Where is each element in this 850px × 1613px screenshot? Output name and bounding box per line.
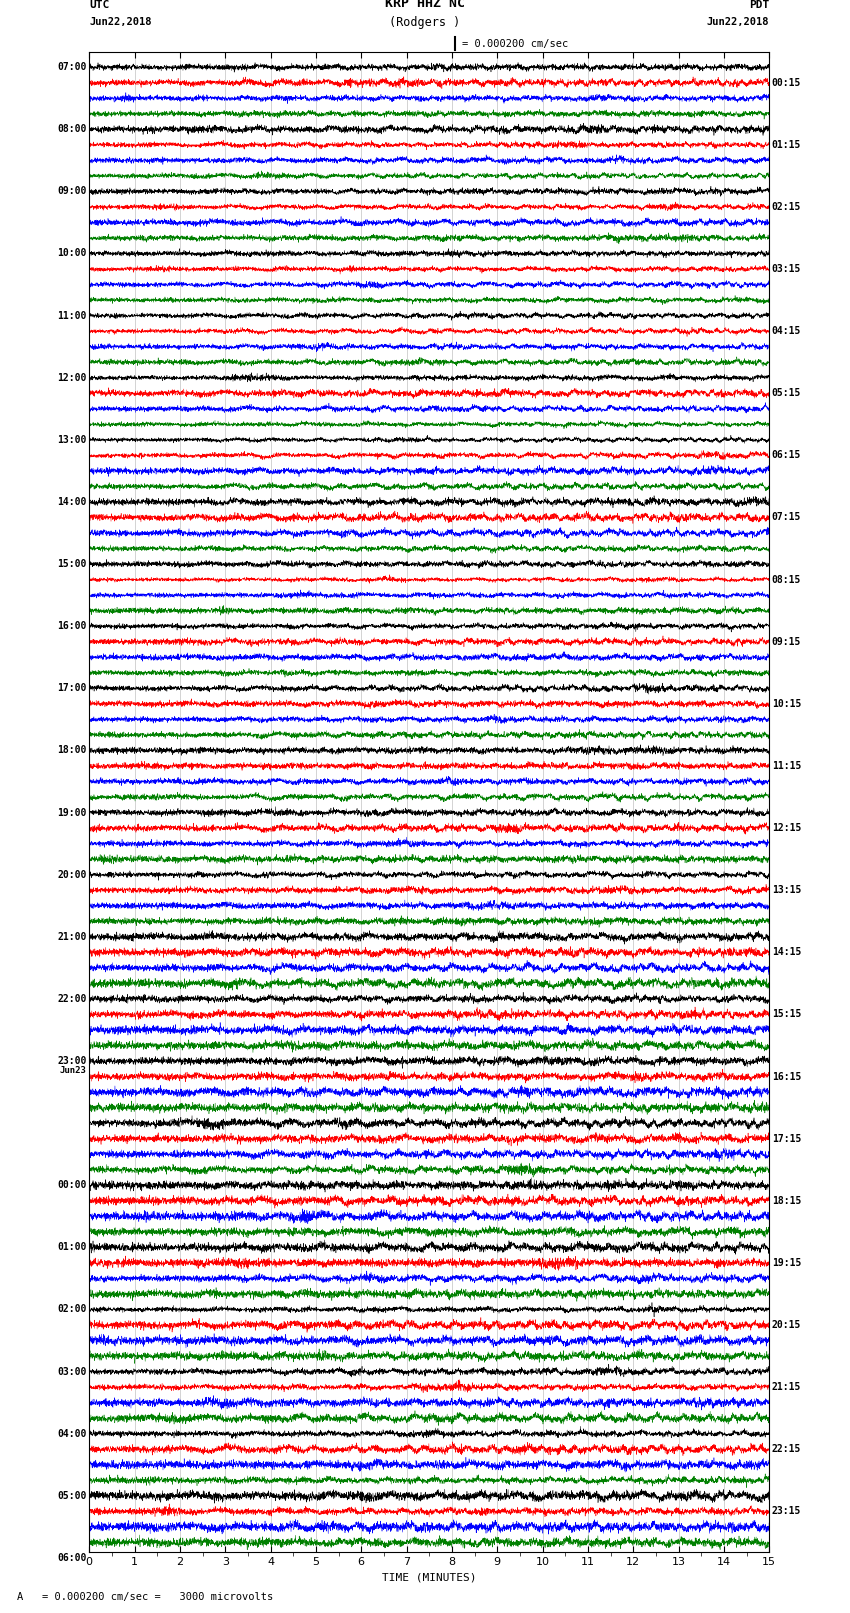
Text: 02:15: 02:15	[772, 202, 802, 211]
Text: 06:15: 06:15	[772, 450, 802, 460]
Text: 15:15: 15:15	[772, 1010, 802, 1019]
Text: 01:15: 01:15	[772, 140, 802, 150]
Text: Jun22,2018: Jun22,2018	[706, 18, 769, 27]
Text: 08:15: 08:15	[772, 574, 802, 584]
Text: 13:00: 13:00	[57, 436, 87, 445]
Text: 22:00: 22:00	[57, 994, 87, 1003]
Text: 03:00: 03:00	[57, 1366, 87, 1376]
Text: UTC: UTC	[89, 0, 110, 10]
Text: 19:15: 19:15	[772, 1258, 802, 1268]
Text: 06:00: 06:00	[57, 1553, 87, 1563]
Text: 04:00: 04:00	[57, 1429, 87, 1439]
Text: 04:15: 04:15	[772, 326, 802, 336]
Text: 23:00: 23:00	[57, 1057, 87, 1066]
Text: 22:15: 22:15	[772, 1444, 802, 1455]
Text: 16:15: 16:15	[772, 1071, 802, 1082]
Text: Jun22,2018: Jun22,2018	[89, 18, 152, 27]
Text: 07:00: 07:00	[57, 63, 87, 73]
X-axis label: TIME (MINUTES): TIME (MINUTES)	[382, 1573, 477, 1582]
Text: 10:00: 10:00	[57, 248, 87, 258]
Text: 17:00: 17:00	[57, 684, 87, 694]
Text: 09:15: 09:15	[772, 637, 802, 647]
Text: 19:00: 19:00	[57, 808, 87, 818]
Text: 05:00: 05:00	[57, 1490, 87, 1500]
Text: 05:15: 05:15	[772, 389, 802, 398]
Text: 02:00: 02:00	[57, 1305, 87, 1315]
Text: 23:15: 23:15	[772, 1507, 802, 1516]
Text: KRP HHZ NC: KRP HHZ NC	[385, 0, 465, 10]
Text: (Rodgers ): (Rodgers )	[389, 16, 461, 29]
Text: 11:00: 11:00	[57, 311, 87, 321]
Text: 09:00: 09:00	[57, 187, 87, 197]
Text: 08:00: 08:00	[57, 124, 87, 134]
Text: = 0.000200 cm/sec: = 0.000200 cm/sec	[462, 39, 568, 48]
Text: PDT: PDT	[749, 0, 769, 10]
Text: Jun23: Jun23	[60, 1066, 87, 1074]
Text: 03:15: 03:15	[772, 265, 802, 274]
Text: 07:15: 07:15	[772, 513, 802, 523]
Text: 13:15: 13:15	[772, 886, 802, 895]
Text: 01:00: 01:00	[57, 1242, 87, 1252]
Text: 20:00: 20:00	[57, 869, 87, 879]
Text: 10:15: 10:15	[772, 698, 802, 708]
Text: 20:15: 20:15	[772, 1319, 802, 1331]
Text: 21:15: 21:15	[772, 1382, 802, 1392]
Text: 12:15: 12:15	[772, 823, 802, 832]
Text: 12:00: 12:00	[57, 373, 87, 382]
Text: A   = 0.000200 cm/sec =   3000 microvolts: A = 0.000200 cm/sec = 3000 microvolts	[17, 1592, 273, 1602]
Text: 14:15: 14:15	[772, 947, 802, 957]
Text: 00:15: 00:15	[772, 77, 802, 87]
Text: 14:00: 14:00	[57, 497, 87, 506]
Text: 11:15: 11:15	[772, 761, 802, 771]
Text: 15:00: 15:00	[57, 560, 87, 569]
Text: 21:00: 21:00	[57, 932, 87, 942]
Text: 18:00: 18:00	[57, 745, 87, 755]
Text: 17:15: 17:15	[772, 1134, 802, 1144]
Text: 16:00: 16:00	[57, 621, 87, 631]
Text: 00:00: 00:00	[57, 1181, 87, 1190]
Text: 18:15: 18:15	[772, 1195, 802, 1207]
